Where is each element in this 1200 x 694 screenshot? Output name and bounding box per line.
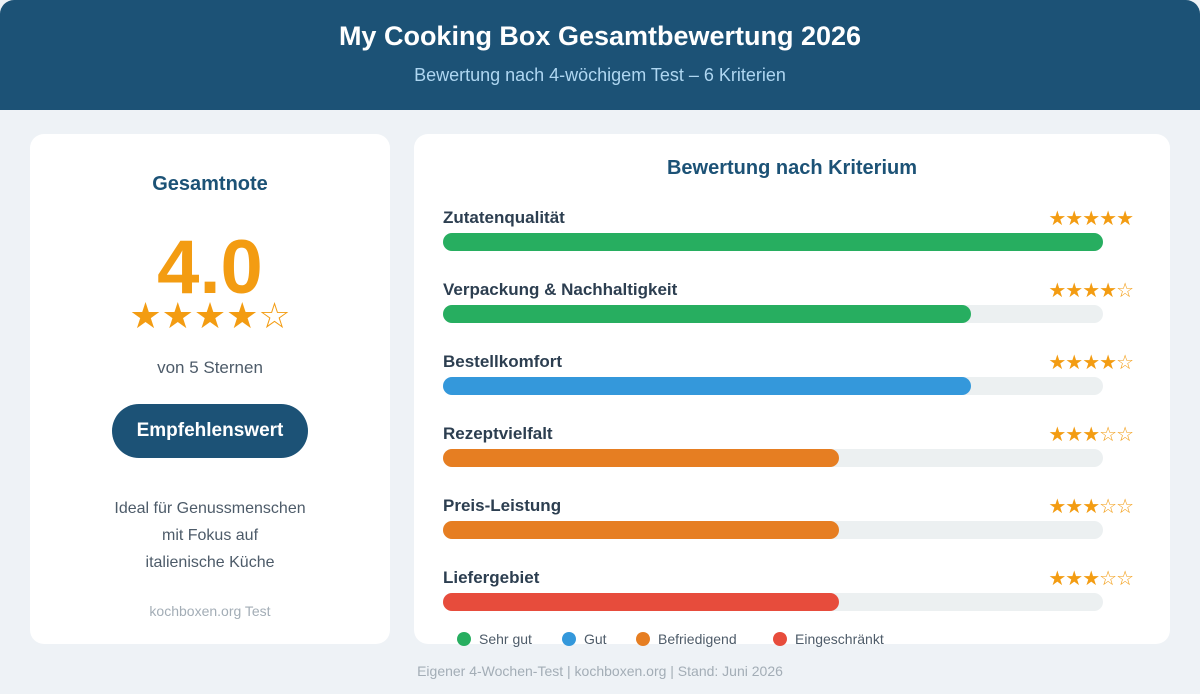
bar-fill: [443, 593, 839, 611]
chart-title: Bewertung nach Kriterium: [666, 157, 918, 179]
bar-track: [443, 233, 1103, 251]
criteria-chart-card: Bewertung nach Kriterium Zutatenqualität…: [414, 134, 1170, 647]
criterion-row: Zutatenqualität ★★★★★: [443, 208, 1134, 256]
bar-track: [443, 449, 1103, 467]
legend-item-befriedigend: Befriedigend: [636, 631, 737, 647]
criterion-label: Preis-Leistung: [443, 496, 562, 515]
overall-score-card: Gesamtnote 4.0 ★★★★☆ von 5 Sternen Empfe…: [30, 134, 390, 644]
criterion-row: Bestellkomfort ★★★★☆: [443, 352, 1134, 400]
criterion-label: Zutatenqualität: [443, 208, 565, 227]
legend-dot-icon: [773, 632, 787, 646]
overall-heading: Gesamtnote: [152, 173, 268, 195]
legend-label: Sehr gut: [479, 631, 532, 647]
recommendation-badge: Empfehlenswert: [112, 404, 308, 458]
description-line: italienische Küche: [145, 554, 275, 571]
legend-label: Gut: [584, 631, 607, 647]
bar-track: [443, 593, 1103, 611]
bar-fill: [443, 521, 839, 539]
criterion-stars-icon: ★★★★☆: [1048, 352, 1134, 374]
bar-fill: [443, 377, 971, 395]
legend-label: Eingeschränkt: [795, 631, 884, 647]
criterion-stars-icon: ★★★★☆: [1048, 280, 1134, 302]
legend-item-eingeschraenkt: Eingeschränkt: [773, 631, 884, 647]
header-banner: My Cooking Box Gesamtbewertung 2026 Bewe…: [0, 0, 1200, 110]
criterion-label: Rezeptvielfalt: [443, 424, 553, 443]
criterion-row: Rezeptvielfalt ★★★☆☆: [443, 424, 1134, 472]
criterion-stars-icon: ★★★☆☆: [1048, 496, 1134, 518]
legend-dot-icon: [636, 632, 650, 646]
page-title: My Cooking Box Gesamtbewertung 2026: [338, 21, 862, 51]
criterion-stars-icon: ★★★★★: [1048, 208, 1134, 230]
page-subtitle: Bewertung nach 4-wöchigem Test – 6 Krite…: [414, 65, 786, 85]
legend-dot-icon: [457, 632, 471, 646]
overall-description: Ideal für Genussmenschen mit Fokus auf i…: [30, 495, 390, 576]
bar-fill: [443, 305, 971, 323]
overall-scale-label: von 5 Sternen: [157, 358, 263, 377]
footer-note: Eigener 4-Wochen-Test | kochboxen.org | …: [417, 663, 783, 679]
overall-stars-icon: ★★★★☆: [129, 295, 291, 336]
bar-fill: [443, 449, 839, 467]
legend-dot-icon: [562, 632, 576, 646]
bar-track: [443, 521, 1103, 539]
criterion-row: Preis-Leistung ★★★☆☆: [443, 496, 1134, 544]
criterion-row: Liefergebiet ★★★☆☆: [443, 568, 1134, 616]
description-line: mit Fokus auf: [161, 527, 259, 544]
criterion-row: Verpackung & Nachhaltigkeit ★★★★☆: [443, 280, 1134, 328]
source-label: kochboxen.org Test: [149, 603, 271, 619]
bar-fill: [443, 233, 1103, 251]
legend-label: Befriedigend: [658, 631, 737, 647]
criterion-stars-icon: ★★★☆☆: [1048, 424, 1134, 446]
bar-track: [443, 305, 1103, 323]
legend-item-gut: Gut: [562, 631, 607, 647]
legend-item-sehr-gut: Sehr gut: [457, 631, 532, 647]
criterion-stars-icon: ★★★☆☆: [1048, 568, 1134, 590]
description-line: Ideal für Genussmenschen: [114, 500, 306, 517]
criterion-label: Liefergebiet: [443, 568, 540, 587]
criterion-label: Verpackung & Nachhaltigkeit: [443, 280, 678, 299]
criterion-label: Bestellkomfort: [443, 352, 563, 371]
bar-track: [443, 377, 1103, 395]
overall-score: 4.0: [157, 225, 263, 310]
